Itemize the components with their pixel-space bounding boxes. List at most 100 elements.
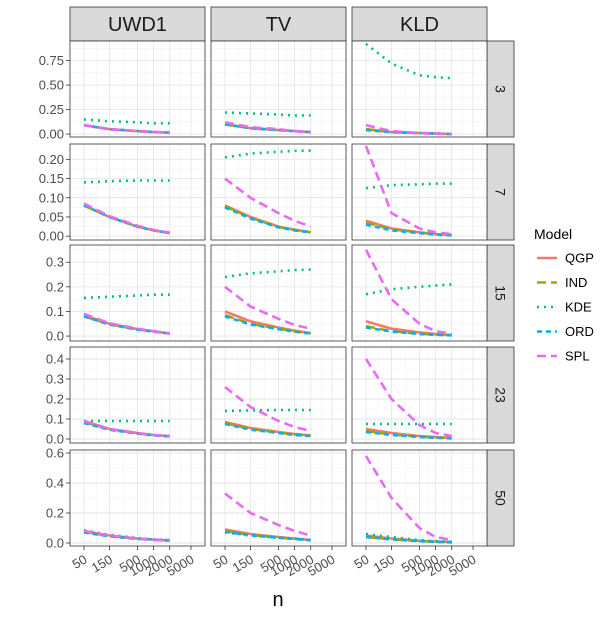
panel-border bbox=[69, 346, 206, 444]
series-line-spl bbox=[224, 177, 312, 228]
facet-strip-tv bbox=[210, 6, 347, 42]
facet-strip-uwd1 bbox=[69, 6, 206, 42]
x-tick-label: 50 bbox=[210, 552, 230, 572]
panel-border bbox=[351, 40, 488, 138]
series-line-spl bbox=[83, 529, 170, 542]
series-line-spl bbox=[224, 492, 312, 537]
y-tick-label: 0.00 bbox=[39, 229, 64, 244]
y-tick-label: 0.2 bbox=[46, 279, 64, 294]
panel-border bbox=[69, 143, 206, 241]
x-tick-label: 50 bbox=[351, 552, 371, 572]
facet-strip-row-50 bbox=[486, 449, 515, 547]
legend: Model QGP IND KDE ORD SPL bbox=[534, 226, 594, 364]
y-tick-label: 0.20 bbox=[39, 152, 64, 167]
panel-border bbox=[210, 346, 347, 444]
y-tick-label: 0.1 bbox=[46, 304, 64, 319]
panel-tv-7 bbox=[210, 143, 347, 241]
facet-strip-row-23 bbox=[486, 346, 515, 444]
y-tick-label: 0.10 bbox=[39, 190, 64, 205]
panel-border bbox=[351, 244, 488, 342]
facet-strip-label: KLD bbox=[400, 14, 439, 36]
panel-uwd1-3 bbox=[69, 40, 206, 138]
y-tick-label: 0.0 bbox=[46, 536, 64, 551]
panel-border bbox=[210, 143, 347, 241]
panel-border bbox=[69, 244, 206, 342]
x-axis-title: n bbox=[272, 589, 283, 611]
legend-label-spl: SPL bbox=[565, 349, 590, 364]
y-tick-label: 0.3 bbox=[46, 372, 64, 387]
series-line-ord bbox=[224, 206, 311, 234]
panel-border bbox=[351, 346, 488, 444]
panel-border bbox=[210, 244, 347, 342]
facet-strip-label: TV bbox=[266, 14, 292, 36]
series-line-spl bbox=[83, 202, 170, 234]
y-tick-label: 0.05 bbox=[39, 209, 64, 224]
y-tick-label: 0.1 bbox=[46, 412, 64, 427]
facet-strip-kld bbox=[351, 6, 488, 42]
facet-strip-row-3 bbox=[486, 40, 515, 138]
y-tick-label: 0.00 bbox=[39, 127, 64, 142]
series-line-spl bbox=[364, 145, 452, 236]
y-tick-label: 0.4 bbox=[46, 352, 64, 367]
legend-label-ord: ORD bbox=[565, 324, 594, 339]
y-tick-label: 0.75 bbox=[39, 53, 64, 68]
series-line-spl bbox=[364, 249, 452, 335]
series-line-spl bbox=[365, 123, 452, 136]
series-line-spl bbox=[224, 385, 312, 433]
legend-title: Model bbox=[534, 226, 572, 242]
facet-strip-row-label: 7 bbox=[493, 188, 509, 196]
facet-strip-row-label: 15 bbox=[493, 285, 509, 301]
series-line-ord bbox=[365, 223, 452, 237]
panel-kld-50 bbox=[351, 449, 488, 547]
y-tick-label: 0.0 bbox=[46, 432, 64, 447]
x-tick-label: 150 bbox=[230, 552, 256, 576]
panel-border bbox=[69, 40, 206, 138]
legend-label-ind: IND bbox=[565, 275, 587, 290]
y-tick-label: 0.25 bbox=[39, 102, 64, 117]
series-line-spl bbox=[224, 285, 311, 330]
facet-strip-row-label: 23 bbox=[493, 387, 509, 403]
y-tick-label: 0.3 bbox=[46, 255, 64, 270]
facet-strip-row-label: 3 bbox=[493, 85, 509, 93]
series-line-spl bbox=[224, 121, 311, 134]
series-line-spl bbox=[83, 419, 170, 438]
facet-strip-row-15 bbox=[486, 244, 515, 342]
x-tick-label: 50 bbox=[69, 552, 89, 572]
series-line-ord bbox=[365, 430, 452, 440]
panel-kld-7 bbox=[351, 143, 488, 241]
y-tick-label: 0.2 bbox=[46, 392, 64, 407]
panel-tv-3 bbox=[210, 40, 347, 138]
series-line-spl bbox=[364, 358, 452, 438]
panel-uwd1-15 bbox=[69, 244, 206, 342]
panel-tv-50 bbox=[210, 449, 347, 547]
x-tick-label: 150 bbox=[89, 552, 115, 576]
y-tick-label: 0.6 bbox=[46, 446, 64, 461]
y-tick-label: 0.2 bbox=[46, 506, 64, 521]
panel-kld-3 bbox=[351, 40, 488, 138]
facet-strip-label: UWD1 bbox=[108, 14, 167, 36]
panel-uwd1-7 bbox=[69, 143, 206, 241]
series-line-kde bbox=[365, 42, 452, 80]
panel-uwd1-23 bbox=[69, 346, 206, 444]
panel-kld-15 bbox=[351, 244, 488, 342]
series-line-spl bbox=[364, 455, 452, 542]
panel-border bbox=[351, 143, 488, 241]
legend-label-kde: KDE bbox=[565, 300, 592, 315]
series-line-ord bbox=[365, 535, 452, 544]
facet-strip-row-label: 50 bbox=[493, 490, 509, 506]
panel-uwd1-50 bbox=[69, 449, 206, 547]
x-tick-label: 150 bbox=[371, 552, 397, 576]
series-line-spl bbox=[83, 312, 170, 335]
y-tick-label: 0.4 bbox=[46, 476, 64, 491]
y-tick-label: 0.15 bbox=[39, 171, 64, 186]
panel-tv-15 bbox=[210, 244, 347, 342]
series-line-ord bbox=[224, 530, 311, 542]
series-line-spl bbox=[83, 123, 170, 134]
legend-label-qgp: QGP bbox=[565, 251, 594, 266]
series-line-ord bbox=[365, 326, 452, 337]
series-line-ord bbox=[224, 422, 311, 438]
panel-tv-23 bbox=[210, 346, 347, 444]
panel-border bbox=[210, 40, 347, 138]
series-line-ord bbox=[224, 315, 311, 335]
